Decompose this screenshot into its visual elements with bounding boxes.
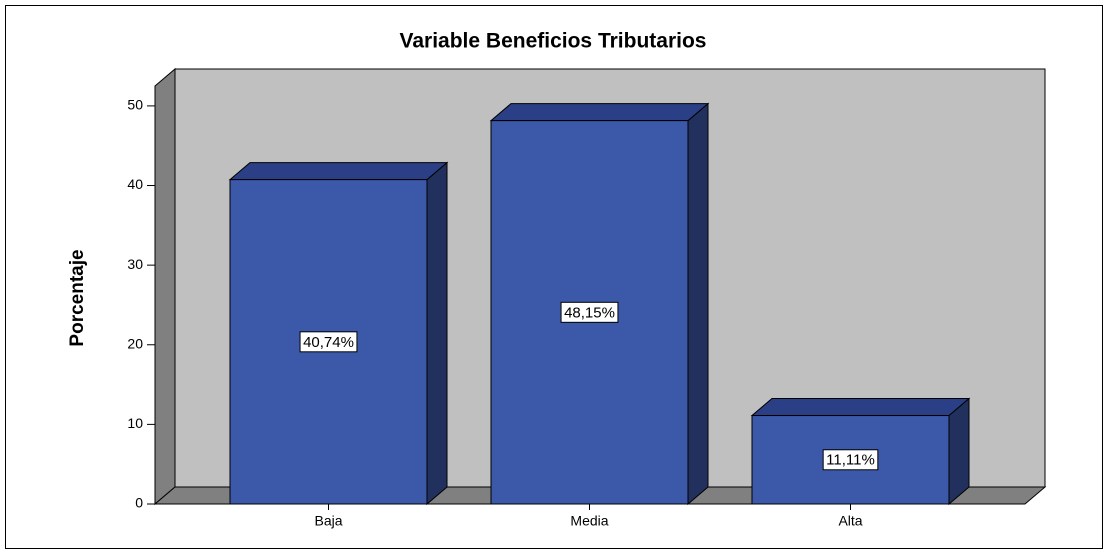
- value-label-box: [560, 301, 619, 323]
- y-tick-label: 30: [127, 256, 143, 272]
- bar-top: [489, 103, 710, 122]
- y-tick-label: 50: [127, 97, 143, 113]
- y-tick-label: 10: [127, 415, 143, 431]
- y-tick-label: 20: [127, 335, 143, 351]
- y-tick-label: 0: [135, 495, 143, 511]
- value-label-box: [822, 449, 879, 471]
- bar-side: [687, 102, 709, 506]
- value-label-box: [299, 331, 358, 353]
- bar-top: [228, 162, 449, 181]
- y-axis-label: Porcentaje: [67, 249, 88, 346]
- value-label: 48,15%: [564, 304, 615, 321]
- chart-title: Variable Beneficios Tributarios: [400, 30, 707, 53]
- bar-side: [948, 397, 970, 506]
- left-wall: [154, 67, 176, 506]
- y-tick-label: 40: [127, 176, 143, 192]
- bar-side: [426, 161, 448, 506]
- value-label: 40,74%: [303, 334, 354, 351]
- x-tick-label: Baja: [314, 513, 342, 529]
- x-tick-label: Media: [570, 513, 608, 529]
- x-tick-label: Alta: [838, 513, 862, 529]
- value-label: 11,11%: [826, 452, 875, 469]
- bar-top: [750, 398, 971, 417]
